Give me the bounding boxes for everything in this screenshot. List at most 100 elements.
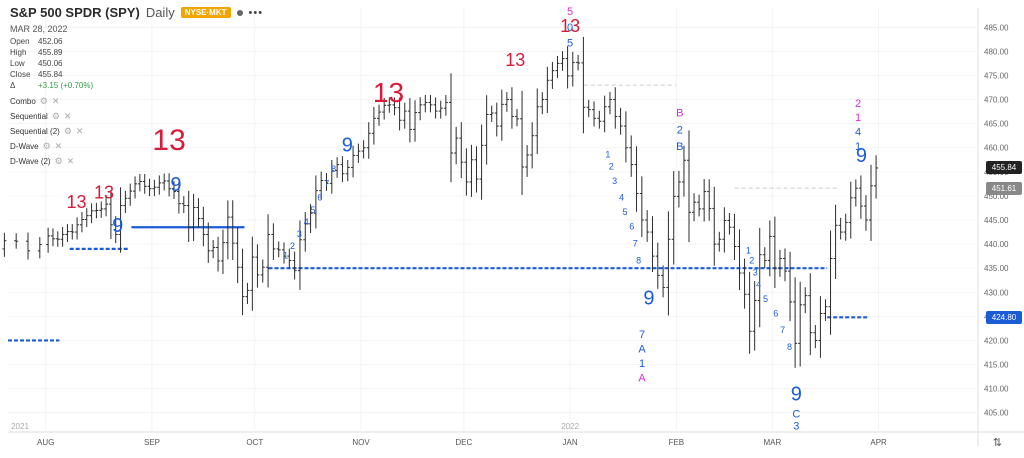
ohlc-bar <box>634 146 639 212</box>
swap-axis-icon[interactable]: ⇅ <box>992 437 1002 449</box>
ohlc-bar <box>874 155 879 199</box>
ohlc-bar <box>397 97 402 131</box>
ohlc-bar <box>137 173 142 192</box>
ohlc-bar <box>423 94 428 113</box>
ohlc-bar <box>104 196 109 217</box>
ohlc-bar <box>413 100 418 142</box>
ohlc-bar <box>540 92 545 115</box>
ohlc-bar <box>661 265 666 298</box>
ohlc-bar <box>418 97 423 121</box>
sequential-13-mark: 13 <box>505 50 525 70</box>
month-tick-label: SEP <box>144 438 160 447</box>
ohlc-bar <box>108 189 113 240</box>
ohlc-bar <box>858 175 863 219</box>
month-tick-label: DEC <box>455 438 472 447</box>
setup-count-label: 7 <box>324 178 329 188</box>
study-combo[interactable]: Combo ⚙ ✕ <box>10 96 60 106</box>
ohlc-bar <box>813 325 818 349</box>
price-tick-label: 410.00 <box>984 385 1009 394</box>
setup-count-label: 5 <box>622 207 627 217</box>
ohlc-bar <box>474 146 479 193</box>
time-axis: AUG SEP OCT NOV DEC JAN FEB MAR APR <box>37 438 887 447</box>
price-axis: 405.00410.00415.00420.00425.00430.00435.… <box>984 23 1009 417</box>
ohlc-bar <box>340 156 345 183</box>
ohlc-bar <box>570 51 575 87</box>
ohlc-bar <box>823 299 828 321</box>
setup-count-label: 3 <box>612 176 617 186</box>
ohlc-bar <box>772 216 777 288</box>
ohlc-bar <box>282 242 287 264</box>
setup-count-label: 4 <box>619 193 624 203</box>
dwave-label: 5 <box>567 38 573 50</box>
exchange-badge: NYSE·MKT <box>180 7 231 18</box>
close-icon: ✕ <box>75 126 84 136</box>
ohlc-bar <box>14 233 19 249</box>
ohlc-bar <box>671 171 676 265</box>
symbol-title[interactable]: S&P 500 SPDR (SPY) <box>10 5 140 20</box>
ohlc-bar <box>335 157 340 178</box>
ohlc-bar <box>681 145 686 197</box>
ohlc-bar <box>329 160 334 194</box>
price-tick-label: 435.00 <box>984 264 1009 273</box>
ohlc-bar <box>803 287 808 314</box>
status-dot-icon <box>236 9 243 16</box>
ohlc-bar <box>560 51 565 71</box>
ohlc-bar <box>371 107 376 145</box>
price-tick-label: 480.00 <box>984 47 1009 56</box>
ohlc-bar <box>843 213 848 241</box>
ohlc-bar <box>176 181 181 214</box>
ohlc-bar <box>70 224 75 240</box>
study-sequential[interactable]: Sequential ⚙ ✕ <box>10 111 72 121</box>
ohlc-bar <box>828 230 833 335</box>
close-icon: ✕ <box>63 111 72 121</box>
ohlc-bar <box>186 190 191 242</box>
study-sequential-2[interactable]: Sequential (2) ⚙ ✕ <box>10 126 84 136</box>
ohlc-bar <box>162 173 167 191</box>
interval-label[interactable]: Daily <box>145 5 175 20</box>
ohlc-bar <box>123 190 128 214</box>
ohlc-bar <box>530 122 535 169</box>
ohlc-bar <box>666 211 671 316</box>
ohlc-bar <box>520 90 525 195</box>
ohlc-bar <box>407 98 412 143</box>
study-dwave[interactable]: D-Wave ⚙ ✕ <box>10 141 63 151</box>
chart-grid: 2021 2022 <box>8 8 1024 446</box>
ohlc-bar <box>762 247 767 268</box>
ohlc-bar <box>377 104 382 126</box>
study-dwave-2[interactable]: D-Wave (2) ⚙ ✕ <box>10 156 75 166</box>
dwave-label: 2 <box>677 124 683 136</box>
ohlc-bar <box>581 36 586 134</box>
ohlc-bar <box>438 100 443 119</box>
ohlc-bar <box>586 99 591 118</box>
indicator-marks: 13 1313131313999999505B2B7A1AC32141123456… <box>67 6 867 432</box>
ohlc-bar <box>171 181 176 200</box>
ohlc-bar <box>428 94 433 113</box>
ohlc-bar <box>509 87 514 129</box>
ohlc-bar <box>742 258 747 309</box>
price-tick-label: 470.00 <box>984 96 1009 105</box>
ohlc-bar <box>152 179 157 197</box>
ohlc-bar <box>308 204 313 234</box>
ohlc-bar <box>387 97 392 113</box>
setup-count-label: 5 <box>311 205 316 215</box>
setup-9-mark: 9 <box>791 384 802 406</box>
ohlc-bar <box>303 212 308 252</box>
ohlc-readout: Open 452.06 High 455.89 Low 450.06 Close 455… <box>10 36 263 91</box>
ohlc-bar <box>687 130 692 243</box>
ohlc-bar <box>863 195 868 231</box>
month-tick-label: NOV <box>352 438 370 447</box>
dwave-label: 1 <box>855 141 861 153</box>
ohlc-bar <box>313 175 318 229</box>
ohlc-bar <box>545 66 550 114</box>
study-list: Combo ⚙ ✕ Sequential ⚙ ✕ Sequential (2) ⚙ ✕ D-… <box>10 94 263 169</box>
settings-icon: ⚙ <box>51 111 60 121</box>
ohlc-bar <box>717 231 722 252</box>
ohlc-bar <box>767 220 772 277</box>
more-options-icon[interactable]: ••• <box>248 6 264 19</box>
price-tick-label: 415.00 <box>984 361 1009 370</box>
ohlc-bar <box>240 248 245 316</box>
ohlc-bar <box>2 232 7 257</box>
ohlc-bar <box>459 122 464 179</box>
ohlc-bar <box>555 55 560 79</box>
